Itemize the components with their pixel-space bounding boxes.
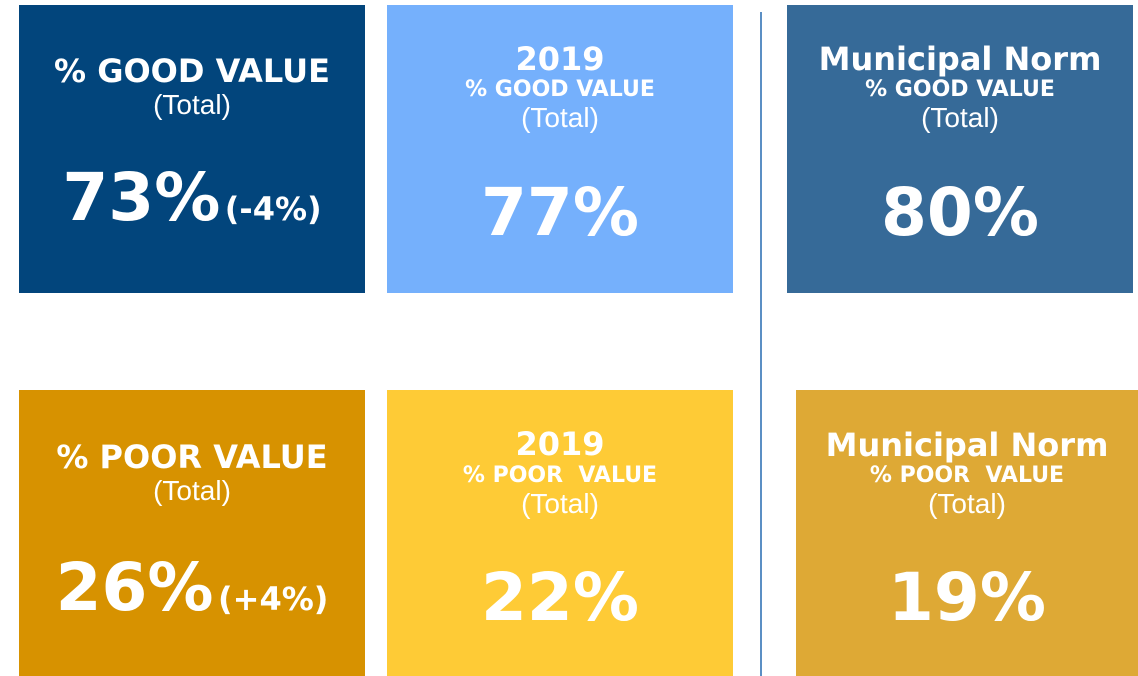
tile-title: 2019 [515, 40, 605, 78]
tile-change: (-4%) [224, 190, 322, 228]
tile-value: 73% [62, 159, 221, 236]
tile-change: (+4%) [218, 580, 329, 618]
tile-value-row: 26% (+4%) [19, 555, 365, 621]
tile-label: % GOOD VALUE [865, 77, 1055, 102]
tile-note: (Total) [921, 102, 999, 133]
tile-value: 19% [888, 559, 1046, 636]
divider [760, 12, 762, 676]
tile-label: % POOR VALUE [462, 463, 658, 488]
tile-label: % POOR VALUE [56, 438, 328, 476]
tile-value: 77% [481, 174, 639, 251]
tile-label: % GOOD VALUE [465, 77, 655, 102]
tile-value: 80% [881, 174, 1039, 251]
tile-title: Municipal Norm [818, 40, 1102, 78]
tile-note: (Total) [521, 102, 599, 133]
kpi-tile: Municipal Norm % GOOD VALUE (Total) 80% [787, 5, 1133, 293]
tile-value: 22% [481, 559, 639, 636]
tile-note: (Total) [521, 488, 599, 519]
tile-label: % GOOD VALUE [53, 52, 331, 90]
tile-title: 2019 [515, 425, 605, 463]
kpi-tile: 2019 % GOOD VALUE (Total) 77% [387, 5, 733, 293]
tile-note: (Total) [928, 488, 1006, 519]
tile-label: % POOR VALUE [869, 463, 1065, 488]
tile-value: 26% [55, 549, 214, 626]
kpi-tile: Municipal Norm % POOR VALUE (Total) 19% [796, 390, 1138, 676]
kpi-tile: 2019 % POOR VALUE (Total) 22% [387, 390, 733, 676]
tile-value-row: 73% (-4%) [19, 165, 365, 231]
kpi-tile: % POOR VALUE (Total) 26% (+4%) [19, 390, 365, 676]
tile-note: (Total) [153, 89, 231, 120]
tile-title: Municipal Norm [825, 426, 1109, 464]
kpi-tile: % GOOD VALUE (Total) 73% (-4%) [19, 5, 365, 293]
tile-note: (Total) [153, 475, 231, 506]
